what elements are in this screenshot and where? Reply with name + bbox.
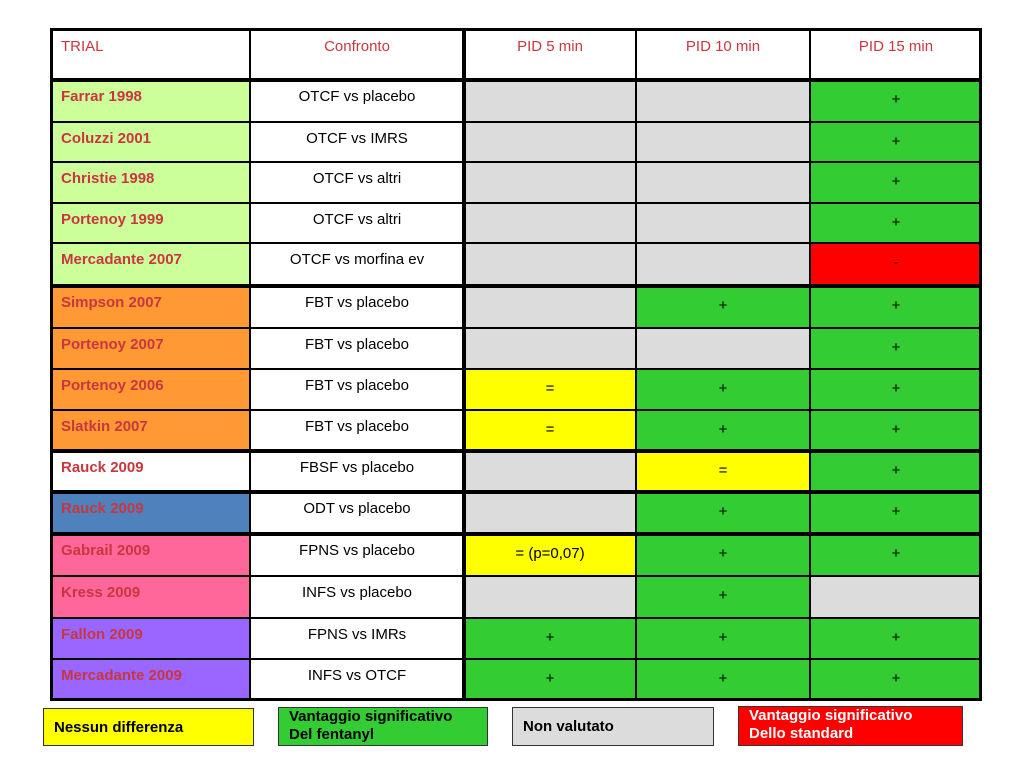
result-pid-15min: + bbox=[810, 659, 982, 701]
trial-name: Farrar 1998 bbox=[50, 80, 250, 122]
result-pid-5min: + bbox=[464, 618, 636, 659]
trial-name: Kress 2009 bbox=[50, 576, 250, 618]
trial-name: Christie 1998 bbox=[50, 162, 250, 203]
trial-name: Rauck 2009 bbox=[50, 492, 250, 534]
header-pid-10-min: PID 10 min bbox=[636, 28, 810, 80]
result-pid-5min bbox=[464, 328, 636, 369]
result-pid-5min bbox=[464, 492, 636, 534]
header-pid-5-min: PID 5 min bbox=[464, 28, 636, 80]
comparison: INFS vs placebo bbox=[250, 576, 464, 618]
table-border bbox=[50, 28, 53, 701]
table-border bbox=[50, 532, 982, 536]
comparison: FBT vs placebo bbox=[250, 369, 464, 410]
result-pid-10min: = bbox=[636, 451, 810, 492]
result-pid-15min: + bbox=[810, 534, 982, 576]
table-border bbox=[50, 78, 982, 82]
table-border bbox=[50, 698, 982, 701]
comparison: OTCF vs morfina ev bbox=[250, 243, 464, 286]
result-pid-5min: = bbox=[464, 369, 636, 410]
result-pid-10min bbox=[636, 328, 810, 369]
result-pid-10min bbox=[636, 203, 810, 243]
comparison: OTCF vs altri bbox=[250, 162, 464, 203]
header-confronto: Confronto bbox=[250, 28, 464, 80]
result-pid-5min bbox=[464, 576, 636, 618]
comparison: FBT vs placebo bbox=[250, 328, 464, 369]
result-pid-15min: + bbox=[810, 328, 982, 369]
result-pid-10min: + bbox=[636, 369, 810, 410]
legend-item: Vantaggio significativo Dello standard bbox=[738, 706, 963, 746]
comparison: OTCF vs altri bbox=[250, 203, 464, 243]
trial-name: Portenoy 2007 bbox=[50, 328, 250, 369]
result-pid-10min: + bbox=[636, 659, 810, 701]
trial-name: Coluzzi 2001 bbox=[50, 122, 250, 162]
result-pid-5min bbox=[464, 243, 636, 286]
table-border bbox=[50, 490, 982, 494]
table-border bbox=[979, 28, 982, 701]
comparison: OTCF vs placebo bbox=[250, 80, 464, 122]
result-pid-10min: + bbox=[636, 286, 810, 328]
result-pid-10min bbox=[636, 122, 810, 162]
result-pid-15min: + bbox=[810, 410, 982, 451]
result-pid-15min: + bbox=[810, 80, 982, 122]
trial-name: Portenoy 2006 bbox=[50, 369, 250, 410]
header-trial: TRIAL bbox=[50, 28, 250, 80]
comparison: INFS vs OTCF bbox=[250, 659, 464, 701]
result-pid-10min bbox=[636, 162, 810, 203]
trial-name: Simpson 2007 bbox=[50, 286, 250, 328]
result-pid-10min: + bbox=[636, 618, 810, 659]
result-pid-15min: + bbox=[810, 203, 982, 243]
result-pid-5min: + bbox=[464, 659, 636, 701]
table-border bbox=[462, 28, 466, 701]
result-pid-15min: + bbox=[810, 618, 982, 659]
trial-name: Mercadante 2007 bbox=[50, 243, 250, 286]
comparison: FBSF vs placebo bbox=[250, 451, 464, 492]
legend-item: Vantaggio significativo Del fentanyl bbox=[278, 707, 488, 746]
result-pid-10min bbox=[636, 243, 810, 286]
results-table: TRIAL Confronto PID 5 min PID 10 min PID 15 … bbox=[50, 28, 982, 701]
trial-name: Gabrail 2009 bbox=[50, 534, 250, 576]
comparison: ODT vs placebo bbox=[250, 492, 464, 534]
trial-name: Portenoy 1999 bbox=[50, 203, 250, 243]
result-pid-10min: + bbox=[636, 576, 810, 618]
result-pid-5min bbox=[464, 203, 636, 243]
comparison: FBT vs placebo bbox=[250, 286, 464, 328]
legend-item: Non valutato bbox=[512, 707, 714, 746]
result-pid-15min bbox=[810, 576, 982, 618]
comparison: FBT vs placebo bbox=[250, 410, 464, 451]
result-pid-15min: + bbox=[810, 162, 982, 203]
result-pid-15min: + bbox=[810, 122, 982, 162]
result-pid-15min: + bbox=[810, 451, 982, 492]
comparison: OTCF vs IMRS bbox=[250, 122, 464, 162]
result-pid-5min: = (p=0,07) bbox=[464, 534, 636, 576]
result-pid-10min: + bbox=[636, 534, 810, 576]
trial-name: Rauck 2009 bbox=[50, 451, 250, 492]
trial-name: Fallon 2009 bbox=[50, 618, 250, 659]
result-pid-5min bbox=[464, 286, 636, 328]
comparison: FPNS vs IMRs bbox=[250, 618, 464, 659]
trial-name: Slatkin 2007 bbox=[50, 410, 250, 451]
result-pid-5min bbox=[464, 451, 636, 492]
result-pid-10min: + bbox=[636, 410, 810, 451]
result-pid-15min: + bbox=[810, 492, 982, 534]
result-pid-10min: + bbox=[636, 492, 810, 534]
result-pid-5min bbox=[464, 80, 636, 122]
legend-item: Nessun differenza bbox=[43, 708, 254, 746]
table-border bbox=[50, 449, 982, 453]
comparison: FPNS vs placebo bbox=[250, 534, 464, 576]
result-pid-10min bbox=[636, 80, 810, 122]
result-pid-15min: + bbox=[810, 286, 982, 328]
table-border bbox=[50, 284, 982, 288]
trial-name: Mercadante 2009 bbox=[50, 659, 250, 701]
result-pid-5min bbox=[464, 162, 636, 203]
result-pid-15min: - bbox=[810, 243, 982, 286]
result-pid-15min: + bbox=[810, 369, 982, 410]
table-border bbox=[50, 28, 982, 31]
header-pid-15-min: PID 15 min bbox=[810, 28, 982, 80]
result-pid-5min bbox=[464, 122, 636, 162]
result-pid-5min: = bbox=[464, 410, 636, 451]
